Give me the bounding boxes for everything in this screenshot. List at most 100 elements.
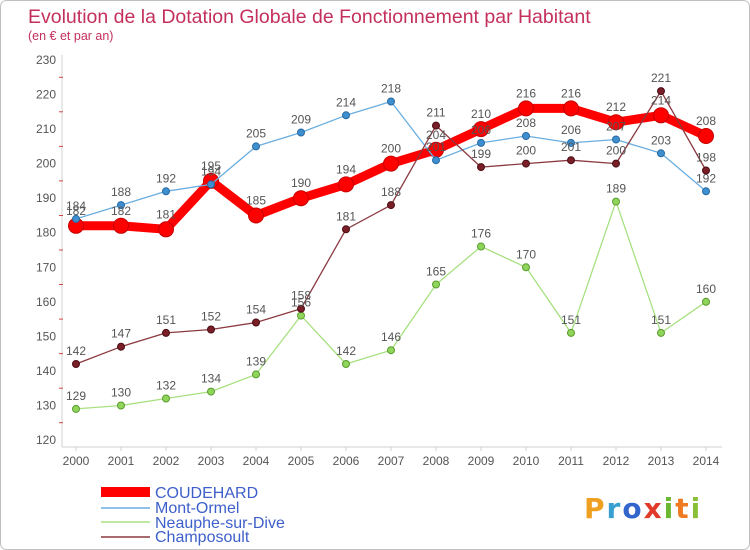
data-point xyxy=(563,100,579,117)
data-point xyxy=(432,121,440,130)
legend-label: Neauphe-sur-Dive xyxy=(155,515,285,532)
legend-label: COUDEHARD xyxy=(155,485,258,502)
data-point xyxy=(387,346,395,355)
data-label: 132 xyxy=(156,379,176,393)
data-label: 209 xyxy=(291,113,311,127)
data-point xyxy=(72,214,80,223)
svg-text:Proxiti: Proxiti xyxy=(584,492,702,525)
x-tick-label: 2011 xyxy=(558,454,584,468)
data-point xyxy=(522,263,530,272)
legend-item-coudehard: COUDEHARD xyxy=(101,485,258,502)
chart-subtitle: (en € et par an) xyxy=(28,29,113,43)
data-label: 134 xyxy=(201,372,221,386)
data-label: 147 xyxy=(111,327,131,341)
data-label: 216 xyxy=(561,86,581,100)
data-point xyxy=(342,111,350,120)
data-point xyxy=(702,297,710,306)
data-label: 129 xyxy=(66,389,86,403)
data-label: 206 xyxy=(561,123,581,137)
data-label: 200 xyxy=(606,144,626,158)
y-tick-label: 210 xyxy=(36,122,56,136)
data-point xyxy=(207,180,215,189)
logo-letter: x xyxy=(644,492,664,525)
data-point xyxy=(207,387,215,396)
x-tick-label: 2002 xyxy=(153,454,180,468)
logo-letter: P xyxy=(584,492,607,525)
y-tick-label: 220 xyxy=(36,88,56,102)
data-point xyxy=(522,132,530,140)
y-tick-label: 200 xyxy=(36,157,56,171)
y-tick-label: 140 xyxy=(36,364,56,378)
legend-label: Champosoult xyxy=(155,529,250,546)
data-point xyxy=(117,342,125,351)
data-point xyxy=(657,87,665,96)
data-point xyxy=(383,155,399,172)
data-point xyxy=(162,187,170,196)
data-point xyxy=(117,201,125,210)
data-label: 214 xyxy=(651,93,671,107)
data-label: 195 xyxy=(201,159,221,173)
y-tick-label: 160 xyxy=(36,295,56,309)
data-point xyxy=(113,217,129,234)
series-lines xyxy=(68,87,714,413)
legend-item-mont-ormel: Mont-Ormel xyxy=(101,500,239,517)
data-label: 160 xyxy=(696,282,716,296)
legend-label: Mont-Ormel xyxy=(155,500,239,517)
y-tick-label: 180 xyxy=(36,226,56,240)
legend-item-neauphe-sur-dive: Neauphe-sur-Dive xyxy=(101,515,285,532)
y-tick-label: 150 xyxy=(36,329,56,343)
series-champosoult xyxy=(72,87,710,368)
data-label: 139 xyxy=(246,354,266,368)
x-tick-label: 2004 xyxy=(243,454,270,468)
data-label: 221 xyxy=(651,71,671,85)
data-label: 185 xyxy=(246,194,266,208)
data-point xyxy=(477,242,485,251)
data-point xyxy=(72,404,80,413)
x-tick-label: 2008 xyxy=(423,454,450,468)
x-tick-label: 2000 xyxy=(63,454,90,468)
data-label: 198 xyxy=(696,151,716,165)
data-point xyxy=(252,318,260,327)
data-point xyxy=(387,97,395,106)
x-tick-label: 2014 xyxy=(693,454,720,468)
data-label: 154 xyxy=(246,303,266,317)
x-tick-label: 2013 xyxy=(648,454,675,468)
data-label: 189 xyxy=(606,182,626,196)
data-point xyxy=(432,156,440,165)
data-label: 188 xyxy=(381,185,401,199)
data-point xyxy=(567,156,575,165)
x-tick-label: 2012 xyxy=(603,454,630,468)
plot-area xyxy=(61,55,722,448)
data-label: 158 xyxy=(291,289,311,303)
y-tick-label: 230 xyxy=(36,53,56,67)
data-label: 210 xyxy=(471,107,491,121)
data-label: 165 xyxy=(426,265,446,279)
data-point xyxy=(297,128,305,137)
y-axis: 120 130 140 150 160 170 180 190 200 210 220 230 xyxy=(36,53,63,447)
logo-letter: t xyxy=(675,492,690,525)
data-label: 203 xyxy=(651,133,671,147)
data-label: 156 xyxy=(291,296,311,310)
data-point xyxy=(518,100,534,117)
data-label: 212 xyxy=(606,100,626,114)
data-point xyxy=(338,176,354,193)
data-label: 192 xyxy=(156,171,176,185)
data-point xyxy=(608,114,624,131)
x-tick-label: 2005 xyxy=(288,454,315,468)
x-tick-label: 2006 xyxy=(333,454,360,468)
data-point xyxy=(612,159,620,168)
data-label: 199 xyxy=(471,147,491,161)
data-point xyxy=(567,138,575,147)
data-label: 142 xyxy=(66,344,86,358)
data-label: 146 xyxy=(381,330,401,344)
y-tick-label: 170 xyxy=(36,260,56,274)
data-point xyxy=(252,142,260,151)
data-point xyxy=(342,360,350,368)
series-neauphe-sur-dive xyxy=(72,197,710,413)
data-label: 152 xyxy=(201,310,221,324)
proxiti-logo: Proxiti xyxy=(584,492,702,525)
x-tick-label: 2003 xyxy=(198,454,225,468)
data-label: 201 xyxy=(426,140,446,154)
y-tick-label: 190 xyxy=(36,191,56,205)
